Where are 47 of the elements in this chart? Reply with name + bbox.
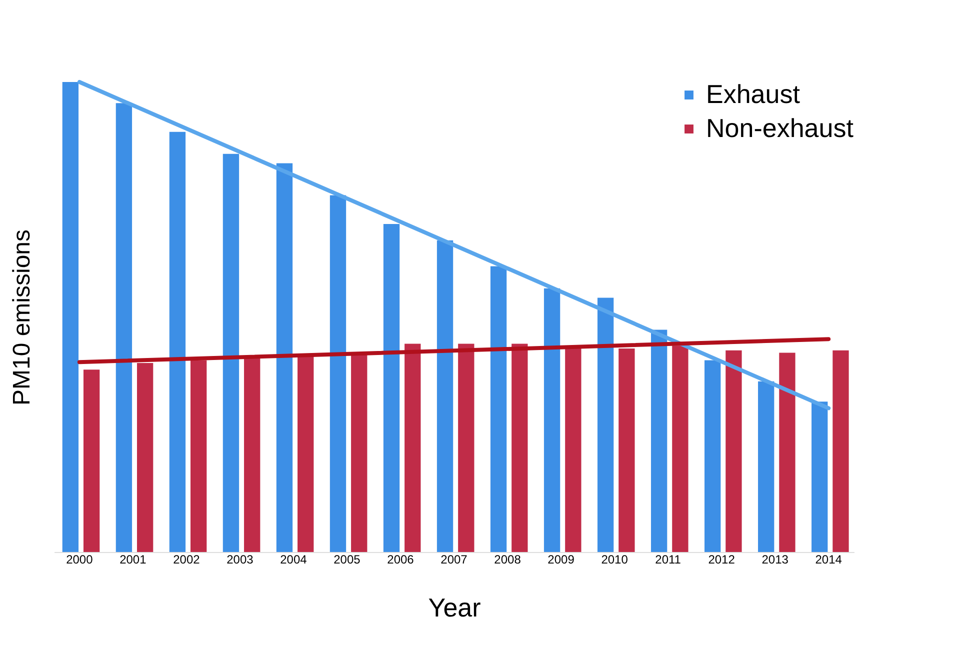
bar (436, 240, 454, 552)
x-tick-label: 2000 (66, 552, 94, 566)
bar (62, 82, 79, 552)
bar (812, 402, 828, 552)
bar (136, 363, 154, 552)
bar (565, 348, 582, 552)
bar (832, 350, 849, 552)
bar (672, 346, 688, 552)
bar (330, 195, 346, 552)
y-axis-title: PM10 emissions (8, 229, 36, 406)
x-tick-label: 2003 (226, 552, 254, 566)
bar (351, 354, 368, 552)
x-tick-label: 2002 (173, 552, 200, 566)
x-tick-label: 2014 (815, 552, 842, 566)
bar (190, 360, 207, 552)
bar (276, 163, 293, 552)
bar (650, 330, 668, 552)
bar (169, 132, 186, 552)
bar (618, 348, 635, 552)
x-tick-label: 2013 (762, 552, 789, 566)
bar (704, 360, 721, 552)
x-tick-label: 2012 (708, 552, 736, 566)
x-tick-label: 2011 (655, 552, 682, 566)
bar (512, 344, 528, 552)
x-tick-label: 2005 (334, 552, 361, 566)
bar (458, 344, 474, 552)
x-tick-label: 2004 (280, 552, 308, 566)
legend-label: Exhaust (706, 79, 801, 109)
x-tick-label: 2007 (440, 552, 468, 566)
x-tick-label: 2001 (120, 552, 147, 566)
bar (779, 352, 796, 552)
bar (222, 154, 240, 552)
bar (116, 103, 132, 552)
bar (597, 298, 614, 552)
bar (490, 266, 507, 552)
x-tick-label: 2009 (548, 552, 575, 566)
bar (383, 224, 400, 552)
legend-label: Non-exhaust (706, 113, 854, 143)
x-tick-label: 2008 (494, 552, 522, 566)
x-tick-label: 2010 (601, 552, 628, 566)
bar (404, 344, 421, 552)
bar (758, 381, 774, 552)
bar (544, 288, 560, 552)
x-axis-title: Year (428, 592, 482, 622)
bar (726, 350, 742, 552)
x-tick-label: 2006 (387, 552, 414, 566)
bar (83, 370, 100, 552)
